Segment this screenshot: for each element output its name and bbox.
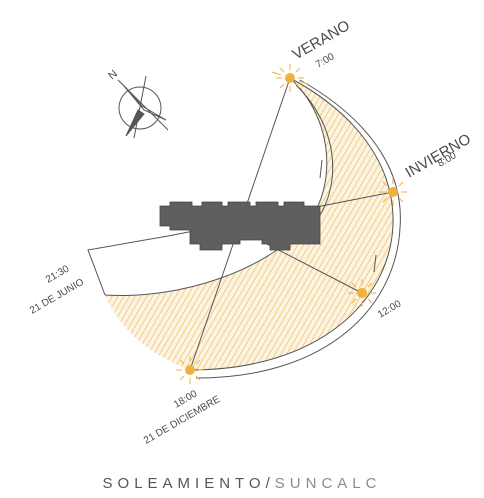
ray-noon	[264, 242, 363, 294]
diagram-title: SOLEAMIENTO/SUNCALC	[0, 475, 484, 492]
title-main: SOLEAMIENTO	[102, 475, 266, 492]
sun-noon	[348, 279, 376, 307]
arc-tick	[319, 159, 323, 179]
solar-area-crescent	[105, 78, 394, 370]
label-verano-time: 7:00	[314, 51, 337, 70]
summer-arc-inner	[295, 84, 334, 219]
winter-arc	[189, 77, 394, 371]
sun-summer-morning	[271, 64, 309, 92]
sun-winter-evening	[176, 356, 204, 384]
label-invierno: INVIERNO	[403, 130, 474, 181]
label-summer-evening-time: 21:30	[44, 263, 72, 285]
arc-tick	[373, 254, 377, 273]
winter-arc-outer	[195, 79, 401, 379]
summer-evening-edge	[87, 235, 169, 296]
north-compass-icon	[117, 75, 169, 139]
sun-winter-morning	[379, 178, 407, 206]
title-sub: SUNCALC	[274, 475, 382, 492]
label-summer-evening-date: 21 DE JUNIO	[28, 277, 86, 317]
label-noon-time: 12:00	[376, 298, 404, 320]
building-footprint	[159, 201, 321, 251]
title-separator: /	[265, 475, 275, 492]
